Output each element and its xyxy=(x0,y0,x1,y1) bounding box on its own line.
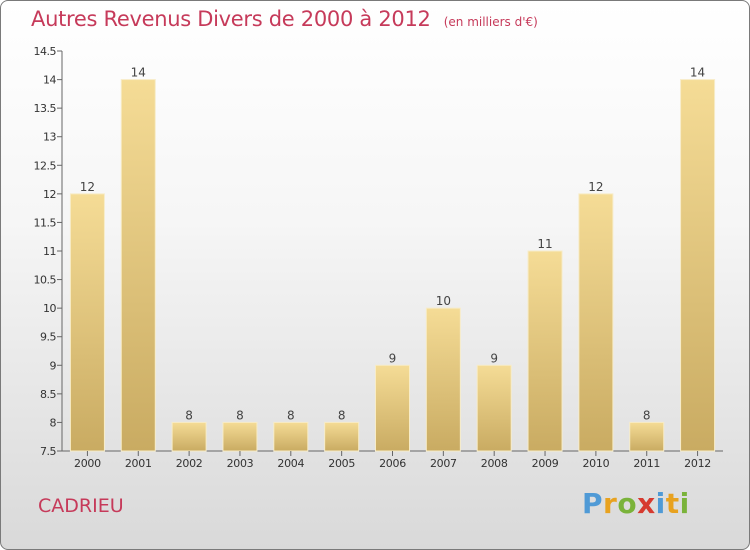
bar-value-label: 8 xyxy=(236,408,244,422)
bar xyxy=(629,421,665,452)
bar-value-label: 10 xyxy=(436,294,451,308)
x-tick-label: 2001 xyxy=(125,457,152,470)
title-block: Autres Revenus Divers de 2000 à 2012 (en… xyxy=(31,7,538,31)
logo-letter: r xyxy=(603,487,618,520)
x-tick-label: 2002 xyxy=(176,457,203,470)
y-tick-label: 11.5 xyxy=(34,216,57,229)
bar xyxy=(171,421,207,452)
bar xyxy=(425,307,461,452)
bar-value-label: 12 xyxy=(80,180,95,194)
bar xyxy=(680,79,716,452)
bar-value-label: 14 xyxy=(131,66,146,80)
logo-letter: i xyxy=(655,487,666,520)
x-tick-label: 2011 xyxy=(633,457,660,470)
x-tick-label: 2005 xyxy=(328,457,355,470)
bar xyxy=(222,421,258,452)
x-tick-label: 2004 xyxy=(277,457,304,470)
x-tick-label: 2006 xyxy=(379,457,406,470)
bar xyxy=(324,421,360,452)
logo-letter: i xyxy=(679,487,690,520)
chart-unit-note: (en milliers d'€) xyxy=(443,15,538,29)
y-tick-label: 10.5 xyxy=(34,274,57,287)
bar-value-label: 8 xyxy=(338,408,346,422)
chart-title: Autres Revenus Divers de 2000 à 2012 xyxy=(31,7,431,31)
bar-value-label: 8 xyxy=(185,408,193,422)
logo-letter: t xyxy=(665,487,680,520)
logo-letter: x xyxy=(637,487,656,520)
bar-value-label: 8 xyxy=(643,408,651,422)
x-tick-label: 2008 xyxy=(481,457,508,470)
y-tick-label: 9.5 xyxy=(40,331,56,344)
bar xyxy=(527,250,563,452)
y-tick-label: 12 xyxy=(43,188,56,201)
bar-value-label: 11 xyxy=(537,237,552,251)
y-tick-label: 12.5 xyxy=(34,159,57,172)
bar xyxy=(578,193,614,452)
y-tick-label: 13.5 xyxy=(34,102,57,115)
bar xyxy=(375,364,410,452)
bar-value-label: 12 xyxy=(588,180,603,194)
x-tick-label: 2010 xyxy=(582,457,609,470)
x-tick-label: 2003 xyxy=(227,457,254,470)
bar-value-label: 14 xyxy=(690,66,705,80)
bar xyxy=(69,193,105,452)
y-tick-label: 14.5 xyxy=(34,45,57,58)
y-tick-label: 8.5 xyxy=(40,388,56,401)
proxiti-logo: Proxiti xyxy=(582,487,690,520)
y-tick-label: 14 xyxy=(43,74,56,87)
bar-value-label: 9 xyxy=(490,351,498,365)
place-name: CADRIEU xyxy=(38,495,124,517)
bar-value-label: 8 xyxy=(287,408,295,422)
x-tick-label: 2007 xyxy=(430,457,457,470)
bar xyxy=(273,421,309,452)
y-tick-label: 10 xyxy=(43,302,56,315)
y-tick-label: 7.5 xyxy=(40,445,56,458)
bar-value-label: 9 xyxy=(389,351,397,365)
logo-letter: P xyxy=(582,487,604,520)
y-tick-label: 11 xyxy=(43,245,56,258)
y-tick-label: 9 xyxy=(50,359,57,372)
logo-letter: o xyxy=(617,487,638,520)
x-tick-label: 2000 xyxy=(74,457,101,470)
bar xyxy=(476,364,512,452)
x-tick-label: 2012 xyxy=(684,457,711,470)
bar xyxy=(120,79,156,452)
y-tick-label: 13 xyxy=(43,131,56,144)
y-tick-label: 8 xyxy=(50,416,57,429)
x-tick-label: 2009 xyxy=(532,457,559,470)
